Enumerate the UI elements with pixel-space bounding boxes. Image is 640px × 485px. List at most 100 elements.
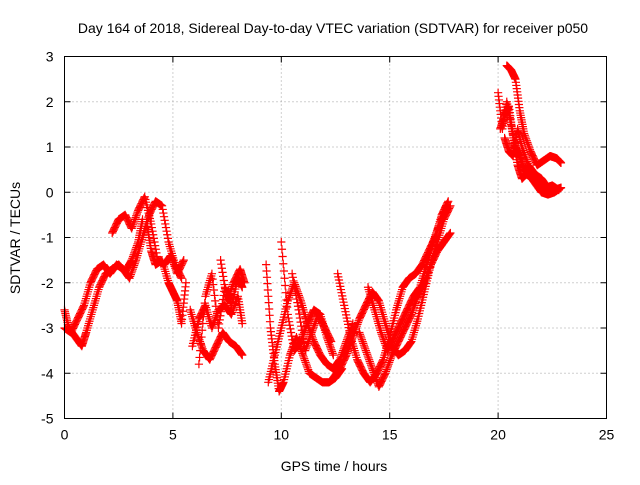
data-point xyxy=(196,339,205,348)
data-point xyxy=(380,370,389,379)
data-point xyxy=(283,303,292,312)
data-point xyxy=(340,304,349,313)
y-tick-label: 1 xyxy=(46,139,54,155)
data-point xyxy=(198,319,207,328)
data-point xyxy=(296,318,305,327)
data-point xyxy=(161,219,170,229)
data-point xyxy=(149,234,158,243)
data-point xyxy=(282,295,291,305)
data-point xyxy=(339,298,348,307)
data-point xyxy=(338,291,347,300)
data-point xyxy=(556,183,566,192)
y-tick-label: -5 xyxy=(41,411,54,427)
data-point xyxy=(338,294,347,304)
data-point xyxy=(342,310,351,319)
series-track-g xyxy=(194,269,247,369)
data-point xyxy=(337,288,346,297)
data-point xyxy=(287,332,296,341)
plot-frame xyxy=(64,56,607,419)
data-point xyxy=(238,283,247,292)
data-point xyxy=(285,317,294,326)
data-point xyxy=(277,237,286,247)
data-point xyxy=(345,326,354,335)
y-tick-label: -4 xyxy=(41,365,54,381)
data-point xyxy=(207,269,217,278)
data-point xyxy=(343,320,353,329)
series-track-o xyxy=(355,228,455,391)
data-point xyxy=(336,285,346,294)
data-point xyxy=(283,310,292,319)
data-point xyxy=(217,260,226,269)
data-point xyxy=(406,338,415,347)
data-point xyxy=(161,223,171,232)
data-point xyxy=(341,307,350,316)
data-point xyxy=(238,351,247,360)
data-point xyxy=(288,335,297,344)
y-tick-label: -3 xyxy=(41,320,54,336)
data-point xyxy=(335,279,344,288)
y-tick-label: -2 xyxy=(41,275,54,291)
data-point xyxy=(288,269,297,278)
data-point xyxy=(211,302,220,311)
data-point xyxy=(446,228,455,238)
y-axis-label: SDTVAR / TECUs xyxy=(7,182,23,294)
data-point xyxy=(292,294,301,304)
data-point xyxy=(79,302,88,311)
data-point xyxy=(294,305,303,314)
data-point xyxy=(297,326,306,335)
y-tick-label: 0 xyxy=(46,184,54,200)
data-point xyxy=(344,323,353,332)
data-point xyxy=(279,266,289,276)
y-tick-label: 2 xyxy=(46,94,54,110)
data-point xyxy=(216,256,225,265)
data-point xyxy=(280,274,289,283)
data-point xyxy=(195,353,204,362)
data-point xyxy=(194,360,204,369)
data-point xyxy=(157,201,167,210)
data-point xyxy=(221,284,230,293)
series-track-d xyxy=(142,219,191,328)
y-tick-label: -1 xyxy=(41,230,54,246)
y-tick-label: 3 xyxy=(46,49,54,65)
data-point xyxy=(217,264,226,273)
data-point xyxy=(291,291,301,300)
data-point xyxy=(200,299,209,308)
data-point xyxy=(281,281,290,290)
x-axis-label: GPS time / hours xyxy=(281,458,388,474)
data-points xyxy=(60,61,566,396)
data-point xyxy=(199,312,208,321)
data-point xyxy=(217,303,226,312)
data-point xyxy=(374,295,383,305)
data-point xyxy=(327,337,336,346)
data-point xyxy=(218,268,227,277)
data-point xyxy=(214,319,224,329)
series-track-e xyxy=(186,305,247,364)
data-point xyxy=(334,272,343,281)
data-point xyxy=(148,227,157,236)
data-point xyxy=(150,237,159,247)
data-point xyxy=(286,328,296,337)
data-point xyxy=(218,299,227,308)
data-point xyxy=(158,205,167,214)
data-point xyxy=(278,252,287,261)
grid xyxy=(64,56,607,419)
data-point xyxy=(240,278,249,287)
data-point xyxy=(215,315,224,324)
data-point xyxy=(289,280,299,289)
data-point xyxy=(556,158,566,167)
series-track-h xyxy=(216,256,249,305)
data-point xyxy=(340,301,349,310)
x-tick-label: 20 xyxy=(490,427,506,443)
x-tick-label: 5 xyxy=(169,427,177,443)
data-point xyxy=(341,352,350,361)
data-point xyxy=(177,274,186,283)
data-point xyxy=(288,339,298,348)
data-point xyxy=(160,216,169,225)
series-track-i xyxy=(262,260,347,396)
data-point xyxy=(216,307,226,316)
data-point xyxy=(216,311,225,320)
data-point xyxy=(444,197,453,206)
data-point xyxy=(196,346,205,355)
data-point xyxy=(159,212,169,221)
data-point xyxy=(214,323,223,333)
